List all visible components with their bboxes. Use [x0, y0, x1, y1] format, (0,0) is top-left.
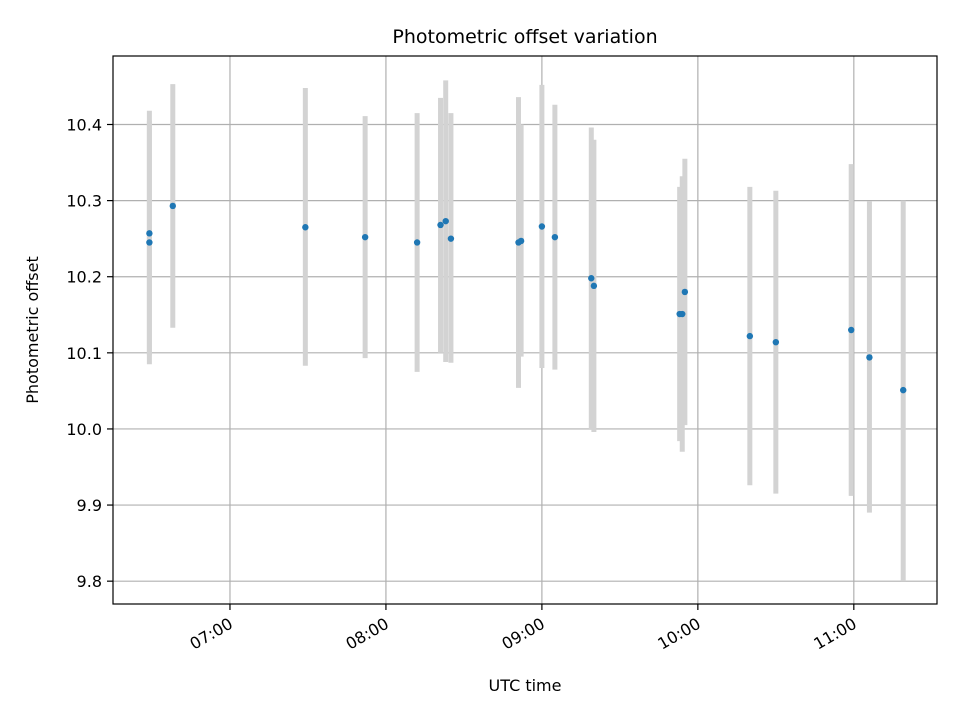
data-point	[772, 338, 780, 346]
data-point	[146, 230, 153, 237]
plot-frame	[112, 55, 938, 605]
data-point	[866, 354, 873, 361]
data-point	[302, 224, 309, 231]
data-point	[679, 310, 686, 318]
y-tick-label: 10.2	[66, 268, 102, 287]
data-point	[848, 326, 855, 334]
data-point	[746, 332, 754, 340]
data-point	[169, 202, 176, 210]
data-point	[361, 233, 369, 241]
data-point	[517, 237, 525, 245]
data-point	[551, 233, 559, 241]
y-tick-label: 10.3	[66, 192, 102, 211]
data-points	[146, 202, 907, 394]
y-tick-label: 9.8	[77, 572, 102, 591]
data-point	[681, 288, 689, 296]
y-tick-label: 10.0	[66, 420, 102, 439]
y-axis-label: Photometric offset	[23, 256, 42, 404]
data-point	[146, 239, 153, 246]
chart-title: Photometric offset variation	[392, 26, 657, 48]
y-tick-label: 10.4	[66, 116, 102, 135]
data-point	[588, 275, 595, 282]
data-point	[437, 221, 444, 229]
data-point	[590, 282, 598, 290]
data-point	[447, 235, 455, 242]
x-axis-label: UTC time	[489, 676, 562, 695]
data-point	[413, 239, 421, 246]
data-point	[900, 386, 907, 394]
y-axis: 9.8 9.9 10.0 10.1 10.2 10.3 10.4	[66, 116, 113, 591]
y-tick-label: 9.9	[77, 496, 102, 515]
y-tick-label: 10.1	[66, 344, 102, 363]
data-point	[538, 223, 546, 230]
data-point	[442, 217, 449, 225]
